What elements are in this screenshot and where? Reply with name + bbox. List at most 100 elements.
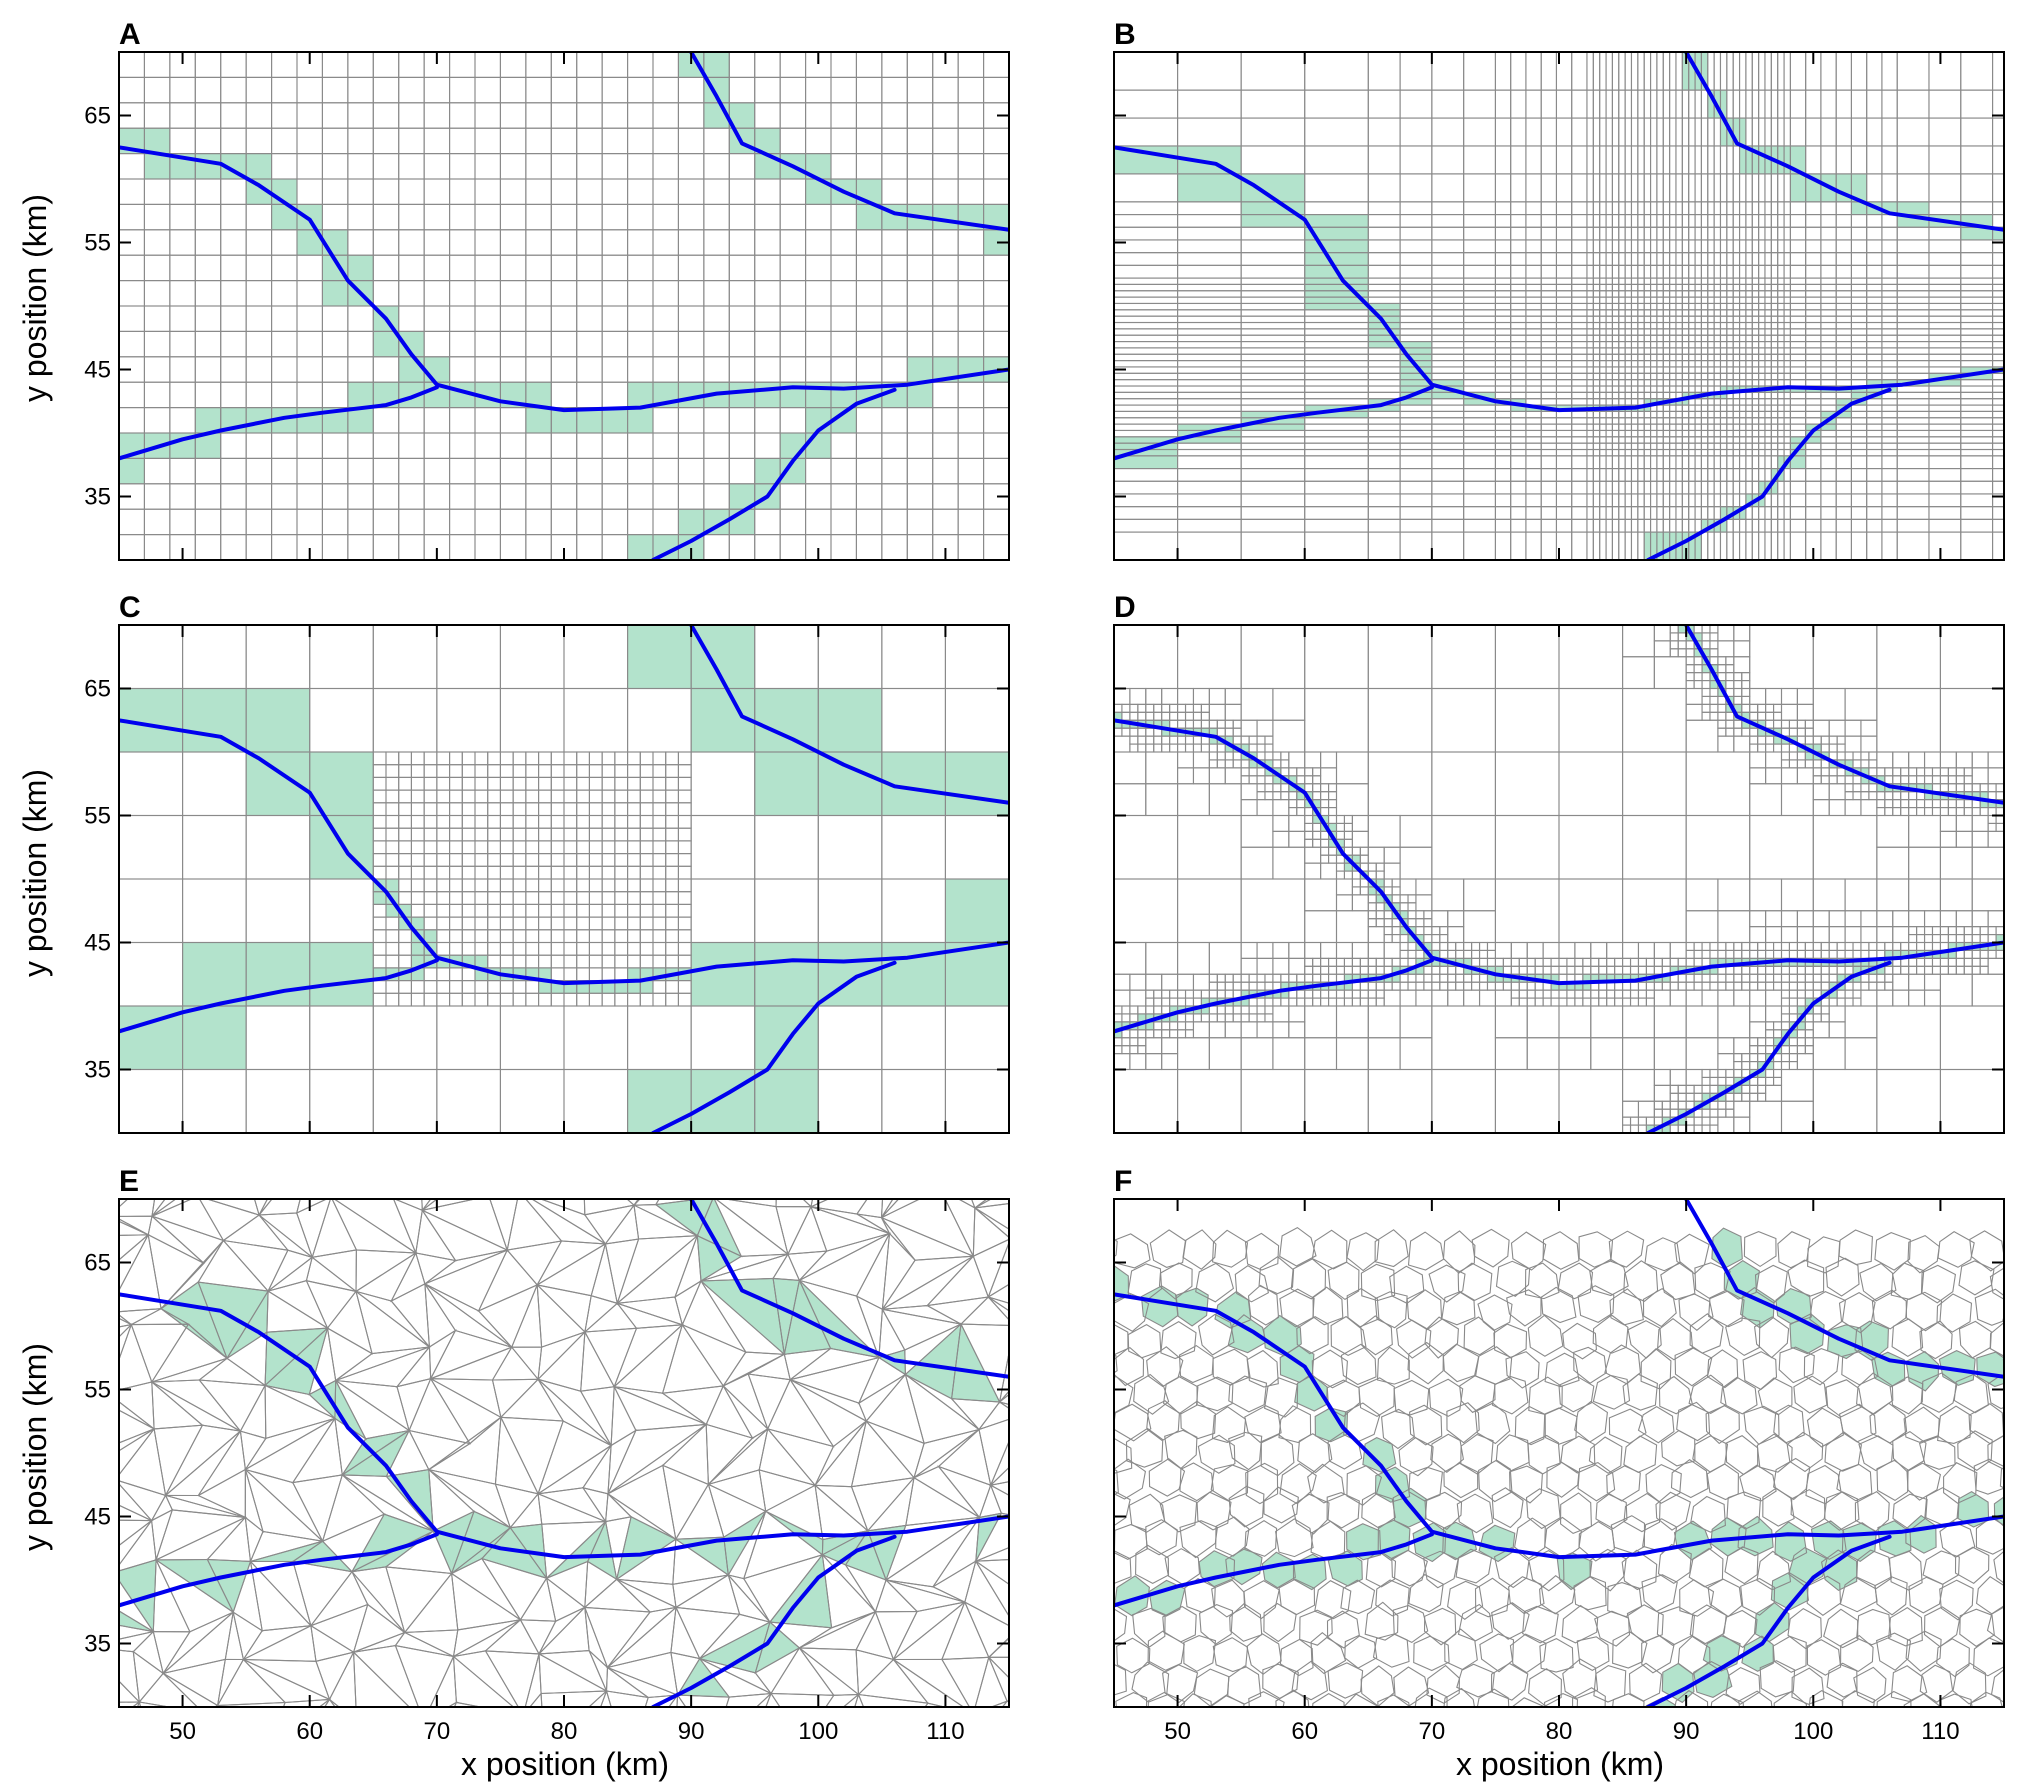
- mesh-cell: [1751, 442, 1760, 451]
- mesh-cell: [1649, 391, 1658, 400]
- mesh-cell: [1599, 379, 1607, 387]
- mesh-cell: [1611, 429, 1620, 438]
- highlighted-cell: [1745, 493, 1753, 507]
- mesh-cell: [1510, 321, 1527, 330]
- mesh-cell: [194, 356, 222, 383]
- mesh-cell: [436, 840, 451, 855]
- mesh-cell: [1643, 360, 1652, 368]
- mesh-cell: [690, 751, 756, 817]
- mesh-cell: [1114, 341, 1179, 349]
- mesh-cell: [1571, 391, 1588, 400]
- mesh-cell: [1494, 518, 1512, 533]
- mesh-cell: [271, 457, 298, 485]
- mesh-cell: [1928, 417, 1962, 425]
- mesh-cell: [1624, 321, 1633, 330]
- mesh-cell: [652, 878, 667, 893]
- mesh-cell: [1770, 366, 1779, 374]
- mesh-cell: [1586, 353, 1594, 362]
- mesh-cell: [754, 330, 781, 358]
- mesh-cell: [1618, 366, 1626, 374]
- mesh-cell: [1624, 468, 1633, 482]
- mesh-cell: [1494, 117, 1512, 147]
- mesh-cell: [143, 381, 171, 409]
- mesh-cell: [449, 967, 463, 982]
- mesh-cell: [665, 916, 679, 931]
- mesh-cell: [1656, 410, 1664, 419]
- mesh-cell: [321, 153, 349, 180]
- mesh-cell: [1713, 309, 1722, 317]
- mesh-cell: [1881, 328, 1898, 336]
- mesh-cell: [1571, 201, 1588, 216]
- mesh-cell: [1586, 89, 1594, 119]
- mesh-cell: [1707, 117, 1715, 147]
- mesh-cell: [1571, 436, 1588, 444]
- mesh-cell: [1624, 315, 1633, 324]
- mesh-cell: [932, 153, 959, 180]
- mesh-cell: [1540, 429, 1558, 438]
- mesh-cell: [1224, 767, 1242, 785]
- mesh-cell: [1367, 423, 1401, 432]
- mesh-cell: [1751, 506, 1760, 520]
- mesh-cell: [1624, 448, 1633, 457]
- mesh-cell: [1618, 173, 1626, 203]
- y-tick-label: 65: [84, 103, 111, 130]
- mesh-cell: [1707, 385, 1715, 393]
- mesh-cell: [1605, 226, 1613, 241]
- mesh-cell: [1758, 391, 1766, 400]
- mesh-cell: [525, 457, 552, 485]
- mesh-cell: [1700, 448, 1709, 457]
- mesh-cell: [1637, 385, 1645, 393]
- highlighted-cell: [525, 382, 552, 408]
- mesh-cell: [1707, 379, 1715, 387]
- mesh-cell: [1928, 455, 1962, 470]
- mesh-cell: [143, 254, 171, 282]
- mesh-cell: [601, 941, 616, 956]
- fault-trace-1: [1114, 385, 1434, 461]
- mesh-cell: [1510, 264, 1527, 279]
- mesh-cell: [245, 814, 311, 880]
- mesh-cell: [499, 840, 514, 855]
- mesh-cell: [1992, 436, 2004, 444]
- mesh-cell: [1992, 379, 2004, 387]
- mesh-cell: [754, 407, 781, 434]
- mesh-cell: [410, 814, 425, 829]
- mesh-cell: [550, 280, 578, 307]
- mesh-cell: [1624, 410, 1633, 419]
- mesh-cell: [1662, 436, 1671, 444]
- mesh-cell: [143, 102, 171, 129]
- mesh-cell: [805, 203, 832, 231]
- mesh-cell: [449, 280, 476, 307]
- mesh-cell: [1129, 1037, 1139, 1047]
- mesh-cell: [1751, 353, 1760, 362]
- mesh-cell: [830, 508, 857, 536]
- mesh-cell: [1850, 436, 1868, 444]
- mesh-cell: [1669, 417, 1677, 425]
- mesh-cell: [1611, 341, 1620, 349]
- mesh-cell: [1707, 309, 1715, 317]
- mesh-cell: [1208, 759, 1218, 769]
- mesh-cell: [1745, 252, 1753, 266]
- mesh-cell: [1681, 334, 1690, 343]
- mesh-cell: [1192, 743, 1202, 753]
- mesh-cell: [1586, 385, 1594, 393]
- mesh-cell: [1431, 277, 1465, 285]
- mesh-cell: [423, 203, 451, 231]
- mesh-cell: [1649, 429, 1658, 438]
- mesh-cell: [1555, 366, 1573, 374]
- mesh-cell: [1240, 391, 1306, 400]
- mesh-cell: [601, 776, 616, 791]
- mesh-cell: [245, 625, 311, 690]
- mesh-cell: [499, 203, 527, 231]
- mesh-cell: [1751, 436, 1760, 444]
- mesh-cell: [1669, 321, 1677, 330]
- mesh-cell: [372, 764, 387, 778]
- mesh-cell: [1694, 315, 1702, 324]
- mesh-cell: [1688, 145, 1696, 175]
- mesh-cell: [1681, 341, 1690, 349]
- mesh-cell: [1555, 398, 1573, 406]
- mesh-cell: [1669, 117, 1677, 147]
- mesh-cell: [1662, 52, 1671, 91]
- mesh-cell: [1656, 480, 1664, 495]
- mesh-cell: [1555, 429, 1573, 438]
- mesh-cell: [461, 802, 476, 817]
